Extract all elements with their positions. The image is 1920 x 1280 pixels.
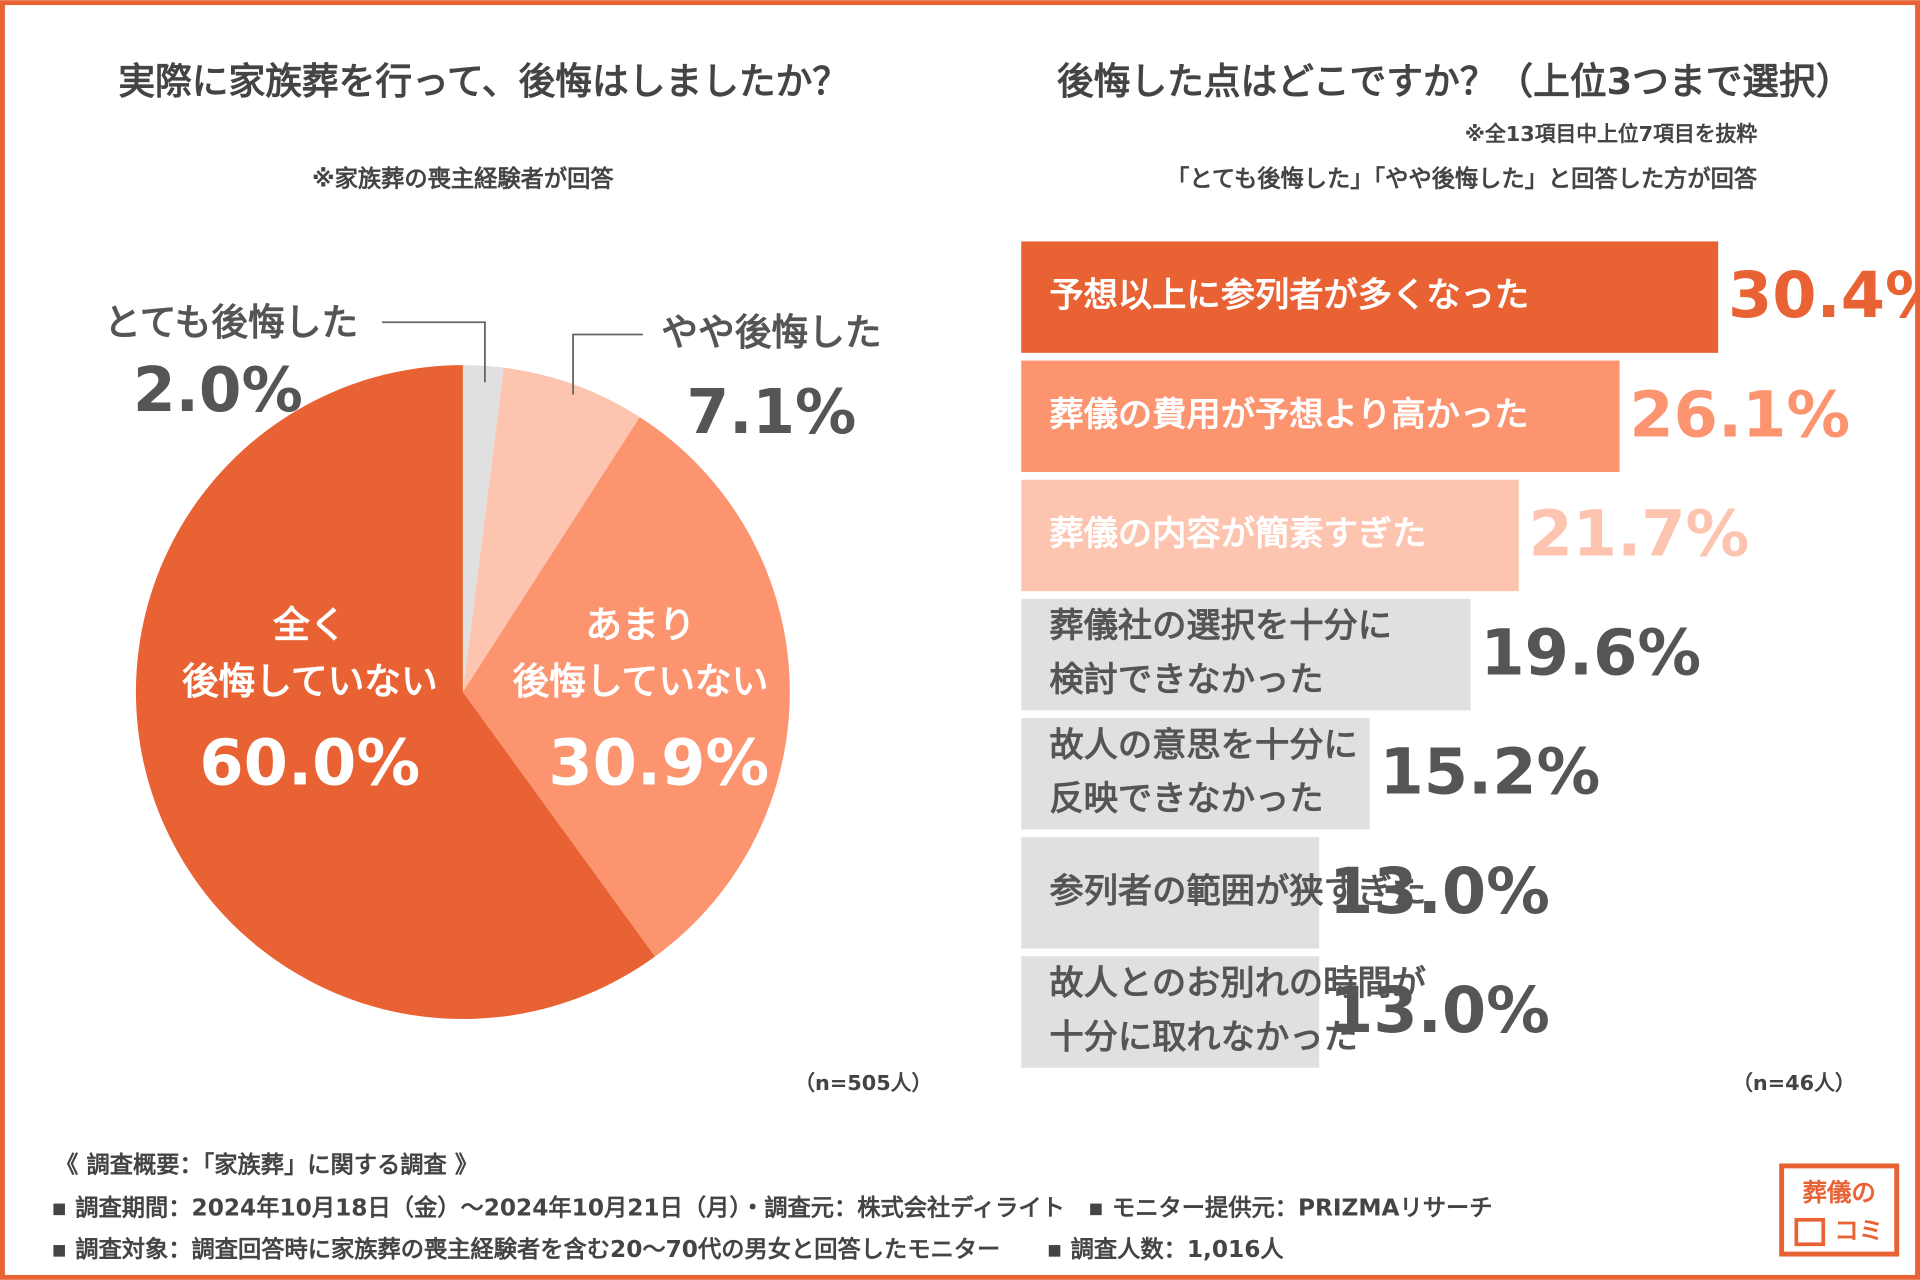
slice-value-label: 2.0% — [133, 355, 303, 426]
logo: 葬儀の コミ — [1779, 1163, 1900, 1257]
bar-label: 参列者の範囲が狭すぎた — [1049, 871, 1426, 911]
pie-slice — [462, 367, 640, 693]
pie-slice — [462, 365, 504, 693]
footer-line: ▪ 調査期間：2024年10月18日（金）〜2024年10月21日（月）・調査元… — [51, 1194, 1492, 1221]
slice-value-label: 60.0% — [199, 726, 420, 800]
bar-note: （n=46人） — [1732, 1071, 1856, 1095]
slice-label: 全く — [272, 604, 346, 647]
bar — [1021, 598, 1471, 711]
footer-line: ▪ 調査対象：調査回答時に家族葬の喪主経験者を含む20〜70代の男女と回答したモ… — [51, 1236, 1284, 1263]
logo-text: 葬儀の — [1802, 1178, 1875, 1207]
bar-value-label: 13.0% — [1329, 974, 1550, 1048]
bar — [1021, 479, 1519, 592]
bar-subtitle: 「とても後悔した」「やや後悔した」と回答した方が回答 — [1166, 166, 1758, 193]
bar-value-label: 13.0% — [1329, 855, 1550, 929]
footer-heading: 《 調査概要：「家族葬」に関する調査 》 — [55, 1151, 478, 1178]
bar — [1021, 956, 1320, 1068]
logo-box — [1779, 1163, 1900, 1257]
pie-subtitle: ※家族葬の喪主経験者が回答 — [312, 166, 614, 193]
pie-title: 実際に家族葬を行って、後悔はしましたか？ — [118, 60, 849, 103]
pie-note: （n=505人） — [794, 1071, 932, 1095]
logo-text: コミ — [1834, 1216, 1883, 1245]
bar-value-label: 19.6% — [1480, 617, 1701, 691]
bar-label: 葬儀の費用が予想より高かった — [1049, 395, 1528, 435]
bar — [1021, 241, 1719, 353]
bar-label: 葬儀社の選択を十分に — [1049, 606, 1392, 646]
bar — [1021, 360, 1620, 472]
slice-label: 後悔していない — [182, 660, 438, 703]
slice-label: 後悔していない — [512, 660, 768, 703]
bar-subtitle: ※全13項目中上位7項目を抜粋 — [1465, 122, 1758, 146]
slice-label: とても後悔した — [104, 301, 358, 344]
bar-value-label: 15.2% — [1379, 736, 1600, 810]
pie-slice — [462, 417, 790, 957]
leader-line — [572, 333, 643, 395]
bar-title: 後悔した点はどこですか？（上位3つまで選択） — [1057, 60, 1853, 103]
bar-label: 検討できなかった — [1049, 660, 1323, 700]
bar-value-label: 21.7% — [1528, 497, 1749, 571]
leader-line — [382, 321, 486, 383]
logo-icon — [1794, 1217, 1826, 1247]
pie-slice — [135, 365, 656, 1019]
bar-label: 反映できなかった — [1049, 779, 1323, 819]
bar-label: 十分に取れなかった — [1049, 1017, 1357, 1057]
bar-label: 故人の意思を十分に — [1049, 725, 1357, 765]
bar-label: 葬儀の内容が簡素すぎた — [1049, 514, 1426, 554]
bar-label: 予想以上に参列者が多くなった — [1049, 276, 1529, 316]
bar-value-label: 26.1% — [1629, 378, 1850, 452]
slice-label: あまり — [585, 604, 695, 647]
bar — [1021, 718, 1370, 830]
bar — [1021, 837, 1320, 949]
slice-label: やや後悔した — [661, 311, 881, 354]
bar-label: 故人とのお別れの時間が — [1049, 964, 1426, 1004]
bar-value-label: 30.4% — [1728, 259, 1920, 333]
slice-value-label: 7.1% — [687, 377, 857, 448]
slice-value-label: 30.9% — [548, 726, 769, 800]
